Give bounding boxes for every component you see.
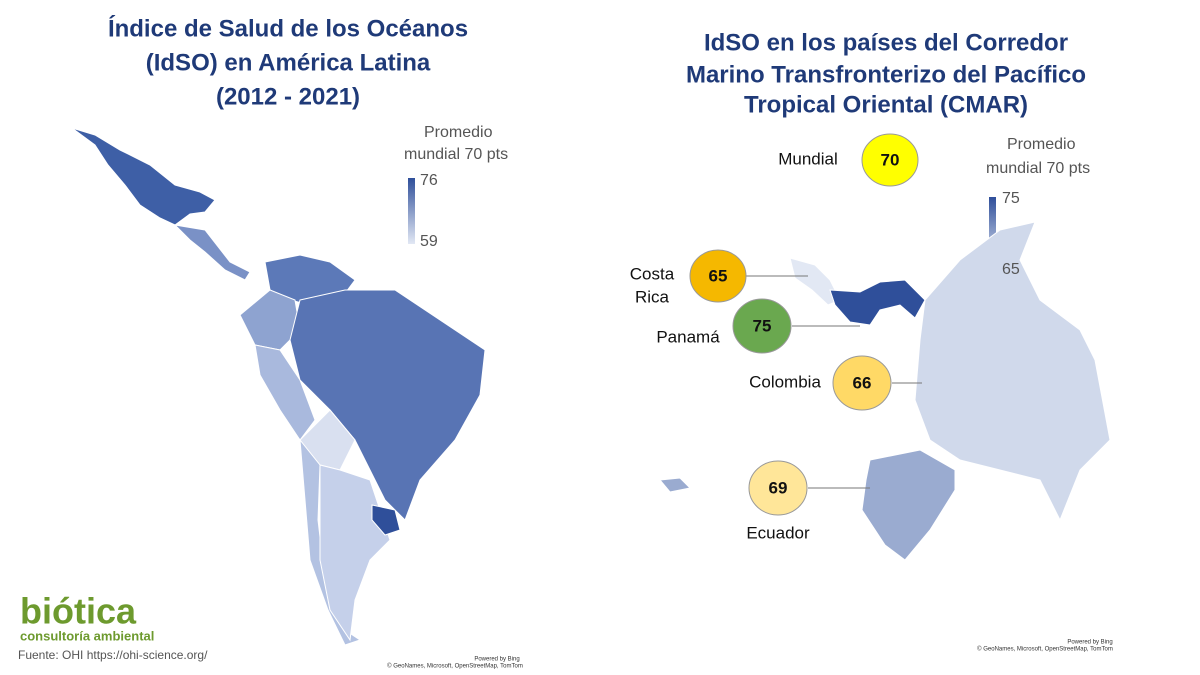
legend-max: 76 xyxy=(420,172,438,189)
legend-title: mundial 70 pts xyxy=(986,160,1090,177)
legend-title: mundial 70 pts xyxy=(404,146,508,163)
bubble xyxy=(832,355,892,411)
left-title: (IdSO) en América Latina xyxy=(146,49,431,76)
legend-gradient xyxy=(989,197,996,267)
bubble-value: 66 xyxy=(853,373,872,392)
country xyxy=(861,449,956,561)
attribution: Powered by Bing xyxy=(474,657,519,663)
country-label: Panamá xyxy=(656,327,720,346)
bubbles: 70 Mundial 65 Costa Rica 75 Panamá 66 Colombia 69… xyxy=(630,133,919,542)
right-title: IdSO en los países del Corredor xyxy=(704,29,1068,56)
legend-min: 59 xyxy=(420,233,438,250)
country-label: Mundial xyxy=(778,149,838,168)
bubble xyxy=(861,133,919,187)
latin-america-map xyxy=(71,127,486,646)
legend-title: Promedio xyxy=(1007,136,1076,153)
bubble-value: 75 xyxy=(753,316,772,335)
country-label: Ecuador xyxy=(746,523,810,542)
legend-gradient xyxy=(408,178,415,244)
logo-name: biótica xyxy=(20,591,137,632)
left-title: Índice de Salud de los Océanos xyxy=(108,14,468,42)
country-label: Costa xyxy=(630,264,675,283)
legend-max: 75 xyxy=(1002,190,1020,207)
right-title: Marino Transfronterizo del Pacífico xyxy=(686,61,1086,88)
bubble-value: 65 xyxy=(709,266,728,285)
legend-title: Promedio xyxy=(424,124,493,141)
bubble-value: 70 xyxy=(881,150,900,169)
cmar-map xyxy=(659,221,1111,561)
connector-lines xyxy=(746,275,922,489)
right-title: Tropical Oriental (CMAR) xyxy=(744,91,1028,118)
country xyxy=(914,221,1111,522)
attribution: © GeoNames, Microsoft, OpenStreetMap, To… xyxy=(977,646,1113,653)
attribution: © GeoNames, Microsoft, OpenStreetMap, To… xyxy=(387,663,523,670)
source: Fuente: OHI https://ohi-science.org/ xyxy=(18,648,208,662)
bubble xyxy=(748,460,808,516)
country-label: Colombia xyxy=(749,372,821,391)
legend-min: 65 xyxy=(1002,261,1020,278)
country xyxy=(829,279,926,326)
bubble xyxy=(732,298,792,354)
left-title: (2012 - 2021) xyxy=(216,83,360,110)
bubble-value: 69 xyxy=(769,478,788,497)
attribution: Powered by Bing xyxy=(1067,640,1112,646)
bubble xyxy=(689,249,747,303)
country-label: Rica xyxy=(635,287,670,306)
logo-tagline: consultoría ambiental xyxy=(20,628,154,643)
islands xyxy=(659,477,692,493)
